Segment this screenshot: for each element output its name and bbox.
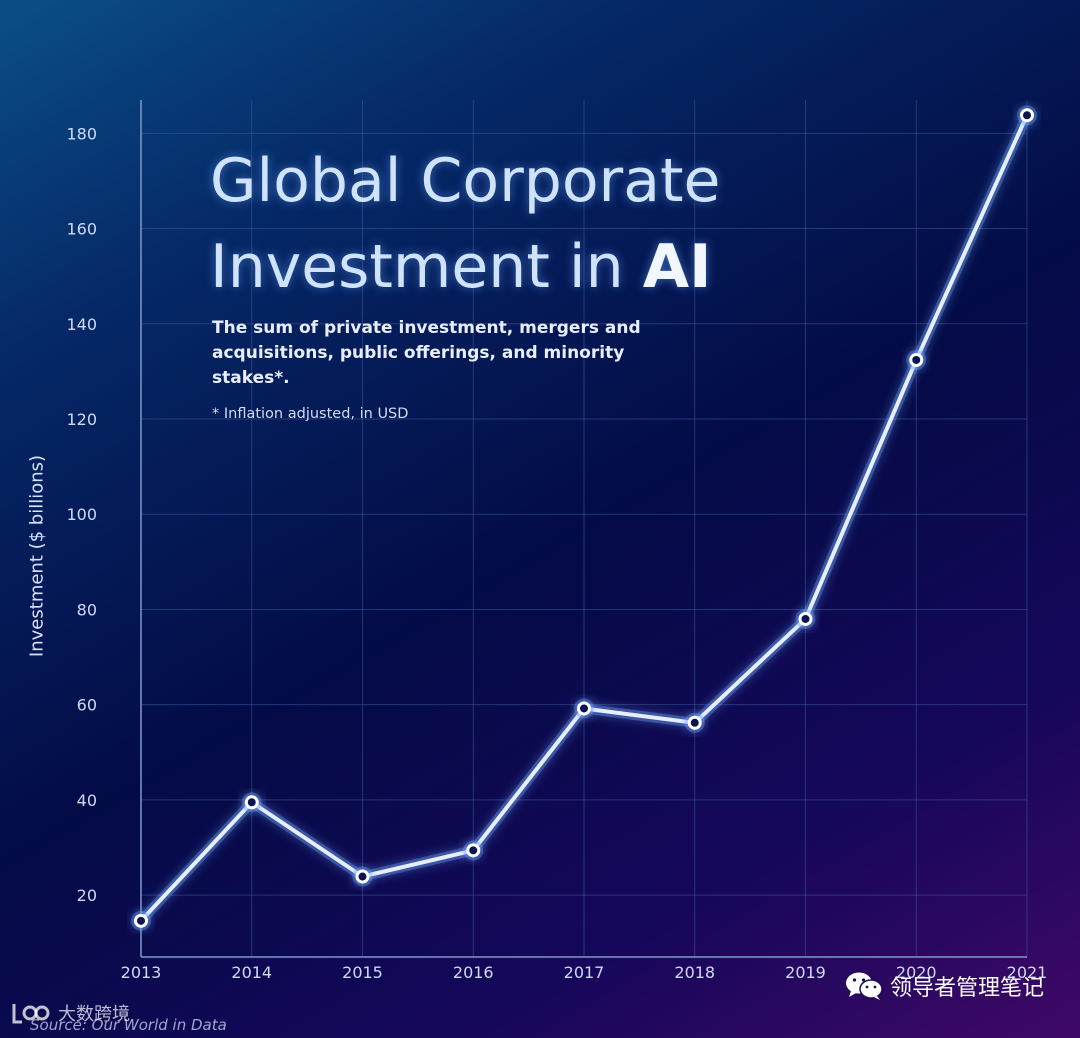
y-tick-label: 100 (66, 505, 97, 524)
title-emphasis: AI (642, 232, 712, 302)
x-tick-label: 2020 (896, 963, 937, 982)
data-point (577, 701, 591, 716)
title-line-2-text: Investment in (210, 232, 624, 302)
x-tick-label: 2016 (453, 963, 494, 982)
data-point (466, 843, 481, 858)
y-axis-label: Investment ($ billions) (26, 454, 48, 658)
wechat-icon (845, 972, 883, 1000)
x-tick-label: 2019 (785, 963, 826, 982)
data-point (1020, 108, 1034, 123)
x-tick-label: 2015 (342, 963, 383, 982)
data-point (244, 795, 259, 810)
y-tick-label: 40 (77, 791, 97, 810)
logo-mark-icon (12, 1004, 50, 1024)
data-point (687, 715, 702, 730)
y-tick-label: 160 (66, 220, 97, 239)
x-tick-label: 2018 (674, 963, 715, 982)
data-point (355, 869, 370, 884)
logo-text: 大数跨境 (58, 1004, 130, 1025)
x-tick-label: 2017 (564, 963, 605, 982)
y-tick-label: 180 (66, 124, 97, 143)
chart-title: Global Corporate Investment in AI (210, 138, 720, 310)
y-tick-label: 120 (66, 410, 97, 429)
data-point (134, 913, 148, 928)
watermark-text: 领导者管理笔记 (889, 976, 1044, 1001)
x-tick-label: 2014 (231, 963, 272, 982)
title-line-2: Investment in AI (210, 224, 720, 310)
source-note: Source: Our World in Data (30, 1016, 227, 1034)
data-point (798, 611, 813, 626)
y-tick-label: 140 (66, 315, 97, 334)
title-line-1: Global Corporate (210, 146, 721, 216)
chart-subtitle: The sum of private investment, mergers a… (212, 318, 641, 388)
watermark: 领导者管理笔记 (844, 970, 1044, 1002)
logo: 大数跨境 (10, 1000, 130, 1026)
chart-footnote: * Inflation adjusted, in USD (212, 406, 409, 422)
x-tick-label: 2013 (121, 963, 162, 982)
data-point (909, 352, 924, 367)
x-tick-label: 2021 (1007, 963, 1048, 982)
y-tick-label: 60 (77, 696, 97, 715)
y-tick-label: 20 (77, 886, 97, 905)
y-tick-label: 80 (77, 600, 97, 619)
